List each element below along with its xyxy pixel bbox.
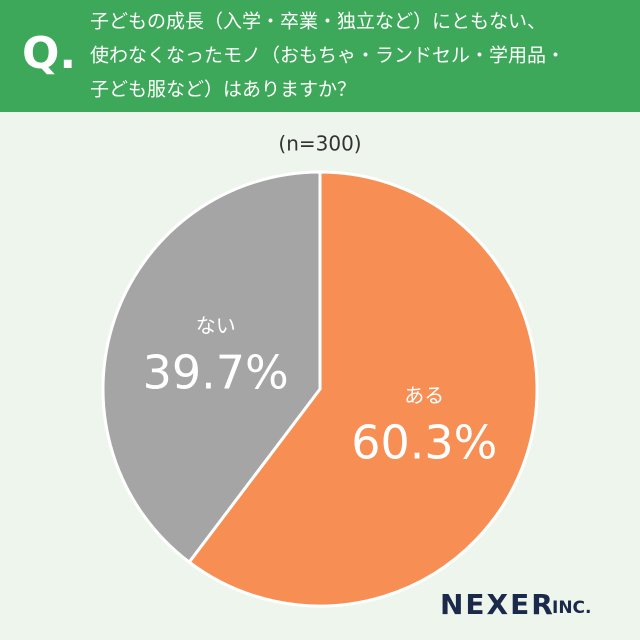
slice-category: ない [196, 314, 236, 338]
brand: NEXER [440, 588, 555, 621]
title-line: 使わなくなったモノ（おもちゃ・ランドセル・学用品・ [90, 45, 565, 67]
slice-category: ある [404, 383, 444, 407]
header-band [0, 0, 640, 112]
pie-slice [101, 170, 322, 565]
title-line: 子どもの成長（入学・卒業・独立など）にともない、 [90, 11, 546, 33]
slice-value-label: 60.3% [351, 415, 497, 469]
title-line: 子ども服など）はありますか？ [90, 79, 356, 101]
pie-slice [187, 170, 539, 608]
question-marker: Q. [22, 28, 76, 79]
slice-value-label: 39.7% [143, 346, 289, 400]
subtitle: (n=300) [278, 132, 361, 156]
brand-suffix: INC. [552, 598, 592, 618]
